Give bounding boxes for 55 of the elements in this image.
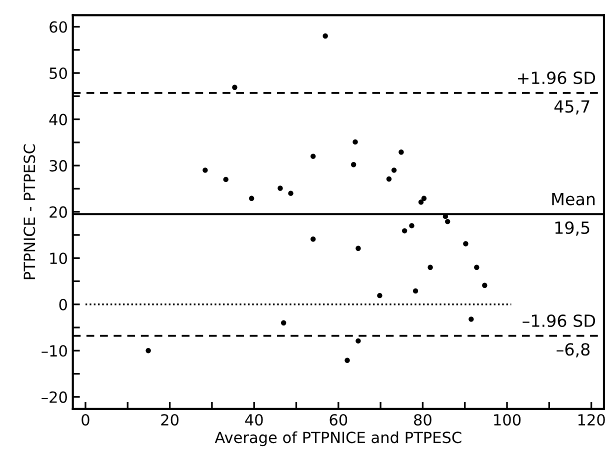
point — [322, 33, 328, 39]
x-tick-label: 100 — [494, 414, 521, 426]
y-axis-title: PTPNICE - PTPESC — [24, 144, 36, 280]
annotation: 45,7 — [554, 100, 590, 114]
point — [223, 176, 228, 182]
x-tick-label: 20 — [161, 414, 178, 426]
point — [356, 246, 361, 251]
point — [356, 338, 361, 344]
ref-line-label: +1.96 SD — [518, 72, 596, 84]
point — [482, 282, 488, 288]
ref-line-label: –1.96 SD — [522, 314, 596, 328]
y-tick-label: 50 — [50, 67, 67, 80]
y-tick-label: 10 — [50, 252, 67, 264]
y-tick-label: 0 — [59, 298, 67, 310]
point — [288, 190, 294, 196]
point — [409, 223, 414, 228]
point — [398, 150, 404, 155]
annotation: 19,5 — [555, 221, 590, 236]
annotation: –6,8 — [556, 343, 590, 358]
x-tick-label: 40 — [245, 414, 263, 426]
point — [428, 264, 433, 270]
point — [377, 292, 382, 298]
point — [281, 320, 286, 326]
y-tick-label: 60 — [50, 21, 67, 33]
x-tick-label: 0 — [82, 414, 90, 426]
x-axis-title: Average of PTPNICE and PTPESC — [214, 431, 462, 446]
point — [344, 358, 350, 363]
point — [391, 168, 397, 173]
point — [418, 200, 424, 205]
ref-line-label: Mean — [552, 192, 595, 206]
y-tick-label: 40 — [49, 114, 67, 126]
point — [421, 196, 427, 202]
point — [202, 168, 208, 173]
point — [278, 186, 283, 191]
point — [412, 288, 418, 294]
y-tick-label: 30 — [50, 160, 67, 172]
y-tick-label: 20 — [50, 206, 67, 218]
point — [468, 316, 474, 322]
point — [352, 139, 358, 145]
point — [310, 236, 316, 242]
point — [474, 264, 480, 270]
x-tick-label: 120 — [578, 414, 605, 426]
x-tick-label: 60 — [330, 414, 348, 426]
point — [463, 241, 468, 246]
point — [310, 154, 316, 159]
point — [444, 218, 450, 224]
point — [232, 84, 238, 90]
y-tick-label: –10 — [42, 345, 67, 357]
point — [350, 162, 356, 168]
x-tick-label: 80 — [414, 414, 432, 426]
point — [386, 176, 392, 182]
y-tick-label: –20 — [42, 391, 67, 403]
point — [402, 228, 408, 234]
point — [248, 196, 254, 202]
point — [146, 348, 151, 354]
